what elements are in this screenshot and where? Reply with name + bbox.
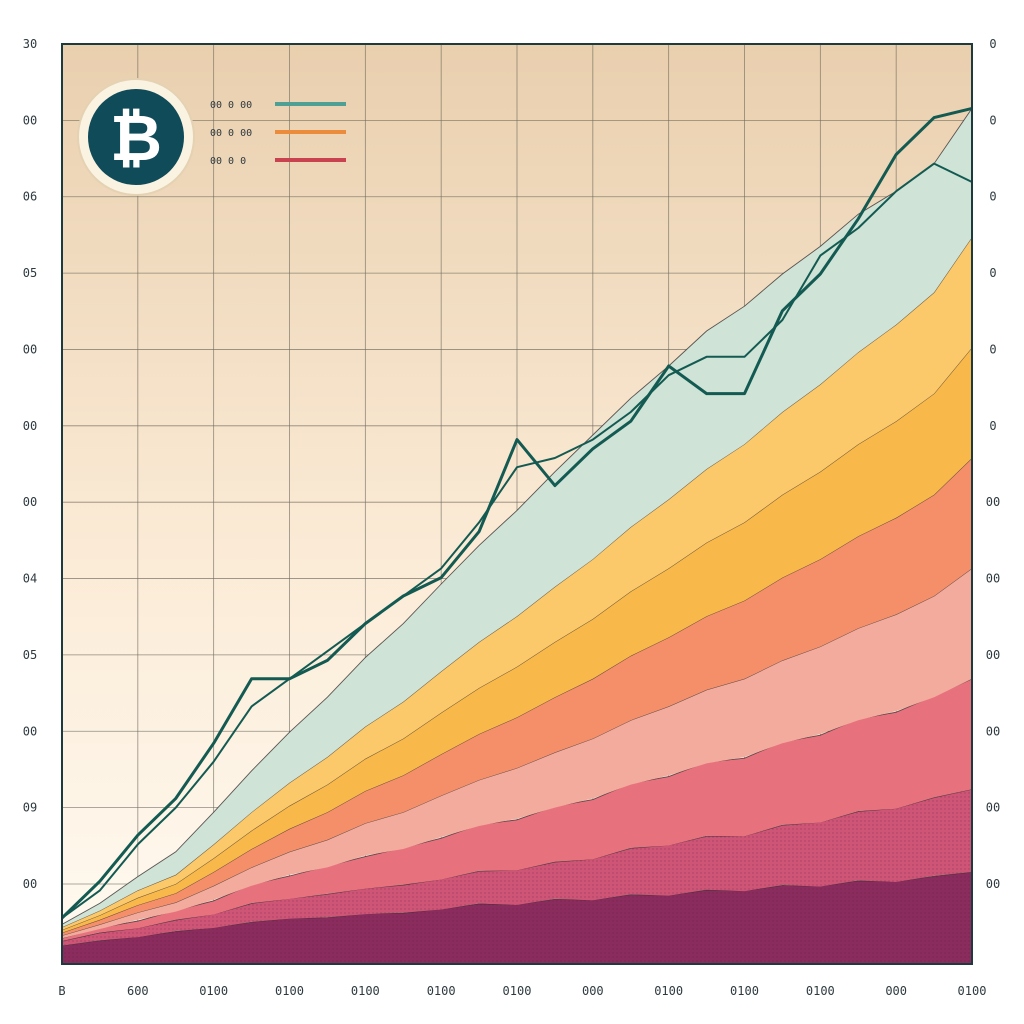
bitcoin-icon <box>88 89 184 185</box>
y-right-tick-label: 0 <box>989 37 996 51</box>
y-right-tick-label: 0 <box>989 266 996 280</box>
y-right-tick-label: 00 <box>986 572 1000 586</box>
area-band-8 <box>62 108 972 928</box>
y-left-tick-label: 05 <box>23 648 37 662</box>
bitcoin-logo: ₿ <box>77 78 195 196</box>
bitcoin-symbol: ₿ <box>110 102 162 176</box>
y-right-tick-label: 0 <box>989 342 996 356</box>
y-left-tick-label: 09 <box>23 801 37 815</box>
y-left-tick-label: 30 <box>23 37 37 51</box>
x-tick-label: 0100 <box>275 984 304 998</box>
x-tick-label: 0100 <box>199 984 228 998</box>
plot-frame <box>61 43 973 965</box>
y-axis-left: 30 00 06 05 00 00 00 04 05 00 09 00 <box>23 37 37 891</box>
y-left-tick-label: 00 <box>23 419 37 433</box>
y-left-tick-label: 00 <box>23 495 37 509</box>
y-left-tick-label: 00 <box>23 342 37 356</box>
area-band-3 <box>62 678 972 941</box>
x-tick-label: 0100 <box>351 984 380 998</box>
y-right-tick-label: 0 <box>989 190 996 204</box>
area-edge-band-3 <box>61 678 973 939</box>
x-tick-label: 0100 <box>503 984 532 998</box>
x-tick-label: 0100 <box>806 984 835 998</box>
y-left-tick-label: 00 <box>23 724 37 738</box>
legend-label: 00 0 00 <box>210 128 252 139</box>
y-right-tick-label: 0 <box>989 113 996 127</box>
y-right-tick-label: 0 <box>989 419 996 433</box>
x-tick-label: 0100 <box>730 984 759 998</box>
legend-label: 00 0 00 <box>210 100 252 111</box>
y-left-tick-label: 00 <box>23 113 37 127</box>
line-line-a <box>60 106 973 920</box>
y-right-tick-label: 00 <box>986 877 1000 891</box>
price-lines <box>60 106 973 920</box>
x-tick-label: 000 <box>885 984 907 998</box>
x-tick-label: 000 <box>582 984 604 998</box>
area-bands <box>61 108 973 965</box>
line-line-b <box>61 162 973 919</box>
x-tick-label: 0100 <box>958 984 987 998</box>
y-left-tick-label: 06 <box>23 190 37 204</box>
legend: 00 0 00 00 0 00 00 0 0 <box>210 100 346 167</box>
legend-label: 00 0 0 <box>210 156 246 167</box>
y-left-tick-label: 04 <box>23 572 37 586</box>
area-texture-band-1 <box>62 872 972 965</box>
y-right-tick-label: 00 <box>986 801 1000 815</box>
y-right-tick-label: 00 <box>986 724 1000 738</box>
y-left-tick-label: 00 <box>23 877 37 891</box>
y-right-tick-label: 00 <box>986 495 1000 509</box>
x-tick-label: B <box>58 984 65 998</box>
area-edge-band-8 <box>61 108 973 925</box>
x-tick-label: 0100 <box>427 984 456 998</box>
x-tick-label: 0100 <box>654 984 683 998</box>
x-tick-label: 600 <box>127 984 149 998</box>
area-texture-band-2 <box>62 789 972 946</box>
x-axis: B 600 0100 0100 0100 0100 0100 000 0100 0100 0100 0… <box>58 984 986 998</box>
y-left-tick-label: 05 <box>23 266 37 280</box>
y-right-tick-label: 00 <box>986 648 1000 662</box>
